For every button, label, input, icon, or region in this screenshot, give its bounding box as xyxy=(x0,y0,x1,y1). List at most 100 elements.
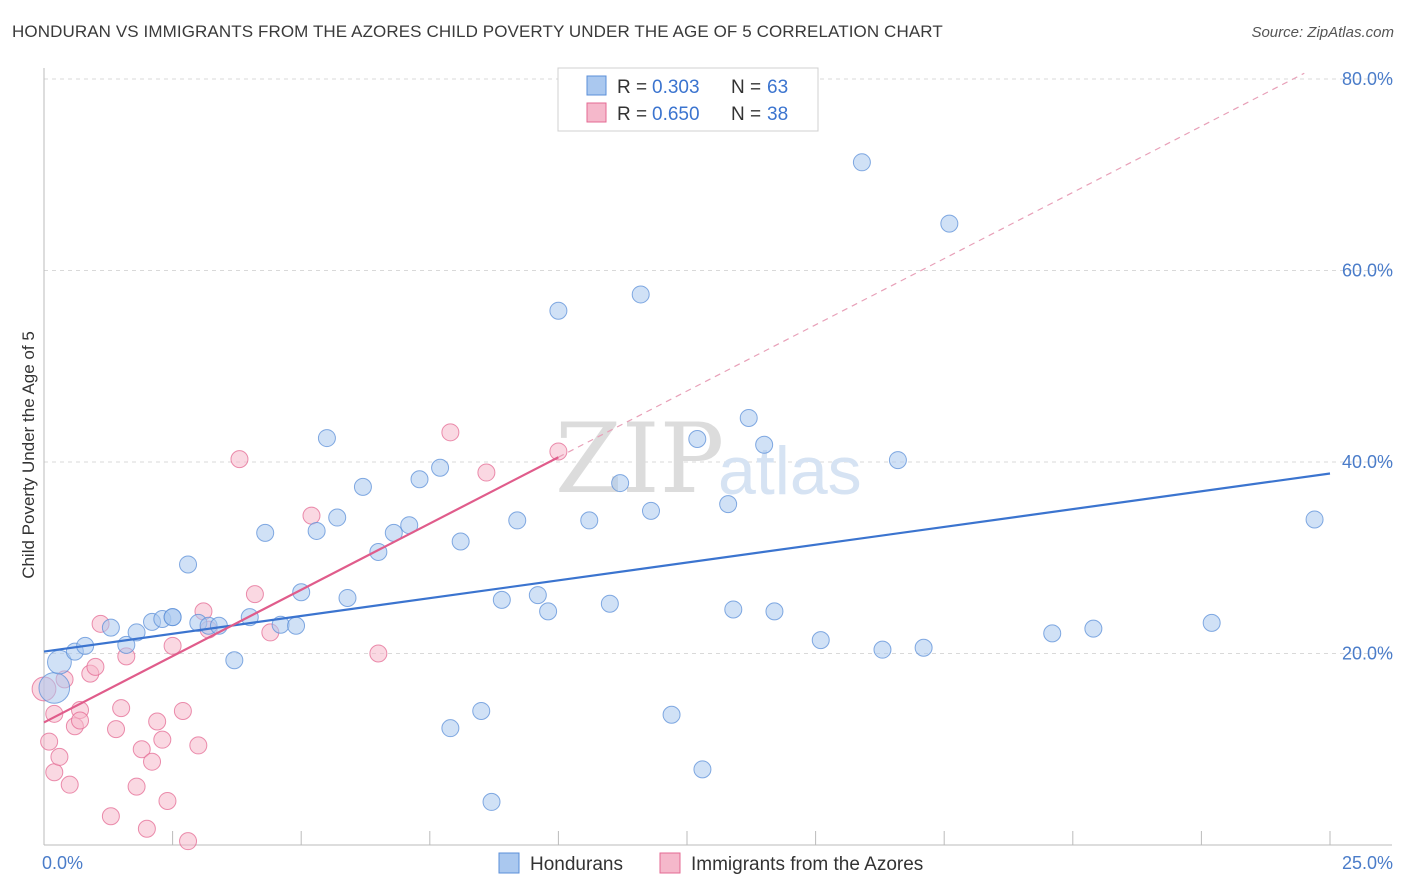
azores-point-37 xyxy=(549,442,568,461)
honduran-point-23 xyxy=(338,588,357,607)
honduran-point-33 xyxy=(482,792,501,811)
honduran-point-39 xyxy=(580,511,599,530)
azores-point-24 xyxy=(163,636,182,655)
honduran-point-30 xyxy=(441,719,460,738)
legend-n-label-hondurans: N = xyxy=(731,77,761,98)
honduran-point-50 xyxy=(755,435,774,454)
legend-r-label-hondurans: R = xyxy=(617,77,647,98)
azores-point-4 xyxy=(50,747,69,766)
azores-point-11 xyxy=(86,657,105,676)
azores-point-23 xyxy=(158,791,177,810)
legend-n-value-azores: 38 xyxy=(767,104,788,125)
azores-point-22 xyxy=(153,730,172,749)
bottom-legend-swatch-hondurans xyxy=(498,852,520,874)
honduran-point-60 xyxy=(1202,613,1221,632)
azores-point-20 xyxy=(143,752,162,771)
honduran-point-59 xyxy=(1084,619,1103,638)
honduran-point-38 xyxy=(549,301,568,320)
tick-labels: 20.0% 40.0% 60.0% 80.0% 0.0% 25.0% xyxy=(42,69,1393,873)
honduran-point-43 xyxy=(641,501,660,520)
y-tick-label-40: 40.0% xyxy=(1342,452,1393,472)
honduran-point-4 xyxy=(101,618,120,637)
azores-trend-line xyxy=(43,456,559,724)
azores-point-18 xyxy=(132,740,151,759)
azores-point-25 xyxy=(173,701,192,720)
honduran-point-24 xyxy=(353,477,372,496)
legend-swatch-hondurans xyxy=(586,75,607,96)
azores-point-6 xyxy=(60,775,79,794)
honduran-point-54 xyxy=(873,640,892,659)
data-points xyxy=(31,153,1324,851)
honduran-point-62 xyxy=(163,608,182,627)
gridlines xyxy=(44,78,1392,654)
honduran-point-20 xyxy=(307,521,326,540)
honduran-point-35 xyxy=(508,511,527,530)
series-legend: Hondurans Immigrants from the Azores xyxy=(498,852,923,875)
trend-lines xyxy=(43,72,1331,724)
azores-point-35 xyxy=(441,423,460,442)
honduran-point-46 xyxy=(693,760,712,779)
honduran-point-45 xyxy=(688,430,707,449)
y-tick-label-60: 60.0% xyxy=(1342,261,1393,281)
honduran-point-10 xyxy=(179,555,198,574)
azores-point-33 xyxy=(302,506,321,525)
honduran-point-40 xyxy=(600,594,619,613)
honduran-point-22 xyxy=(328,508,347,527)
azores-point-36 xyxy=(477,463,496,482)
honduran-point-44 xyxy=(662,705,681,724)
x-tick-label-max: 25.0% xyxy=(1342,853,1393,873)
honduran-point-53 xyxy=(852,153,871,172)
azores-point-17 xyxy=(127,777,146,796)
honduran-point-57 xyxy=(940,214,959,233)
axes xyxy=(43,68,1392,846)
honduran-point-14 xyxy=(225,651,244,670)
honduran-point-31 xyxy=(451,532,470,551)
watermark-atlas: atlas xyxy=(718,433,862,509)
x-tick-label-min: 0.0% xyxy=(42,853,83,873)
legend-r-label-azores: R = xyxy=(617,104,647,125)
legend-r-value-azores: 0.650 xyxy=(652,104,700,125)
bottom-legend-swatch-azores xyxy=(659,852,681,874)
azores-point-19 xyxy=(137,819,156,838)
honduran-point-49 xyxy=(739,408,758,427)
honduran-point-16 xyxy=(256,523,275,542)
honduran-point-58 xyxy=(1043,624,1062,643)
honduran-point-61 xyxy=(1305,510,1324,529)
azores-point-14 xyxy=(107,720,126,739)
honduran-point-52 xyxy=(811,631,830,650)
y-tick-label-80: 80.0% xyxy=(1342,69,1393,89)
azores-point-34 xyxy=(369,644,388,663)
honduran-point-48 xyxy=(724,600,743,619)
honduran-point-37 xyxy=(539,602,558,621)
source-credit: Source: ZipAtlas.com xyxy=(1251,24,1394,41)
honduran-point-55 xyxy=(888,451,907,470)
legend-swatch-azores xyxy=(586,102,607,123)
watermark: ZIP atlas xyxy=(555,403,862,515)
chart-title: HONDURAN VS IMMIGRANTS FROM THE AZORES C… xyxy=(12,22,943,41)
honduran-point-28 xyxy=(410,470,429,489)
honduran-point-41 xyxy=(611,474,630,493)
azores-point-26 xyxy=(179,832,198,851)
azores-trend-extension xyxy=(558,72,1305,458)
honduran-point-21 xyxy=(317,429,336,448)
honduran-point-42 xyxy=(631,285,650,304)
honduran-point-51 xyxy=(765,602,784,621)
azores-point-1 xyxy=(40,732,59,751)
watermark-zip: ZIP xyxy=(555,403,724,515)
honduran-point-34 xyxy=(492,590,511,609)
azores-point-3 xyxy=(45,763,64,782)
bottom-legend-label-azores: Immigrants from the Azores xyxy=(691,854,923,875)
azores-point-21 xyxy=(148,712,167,731)
azores-point-15 xyxy=(112,699,131,718)
azores-point-13 xyxy=(101,807,120,826)
honduran-point-0 xyxy=(38,672,71,704)
honduran-point-47 xyxy=(719,495,738,514)
honduran-point-18 xyxy=(287,616,306,635)
azores-point-31 xyxy=(245,585,264,604)
legend-n-label-azores: N = xyxy=(731,104,761,125)
azores-point-27 xyxy=(189,736,208,755)
y-axis-title: Child Poverty Under the Age of 5 xyxy=(19,331,38,579)
honduran-point-6 xyxy=(127,623,146,642)
y-tick-label-20: 20.0% xyxy=(1342,644,1393,664)
